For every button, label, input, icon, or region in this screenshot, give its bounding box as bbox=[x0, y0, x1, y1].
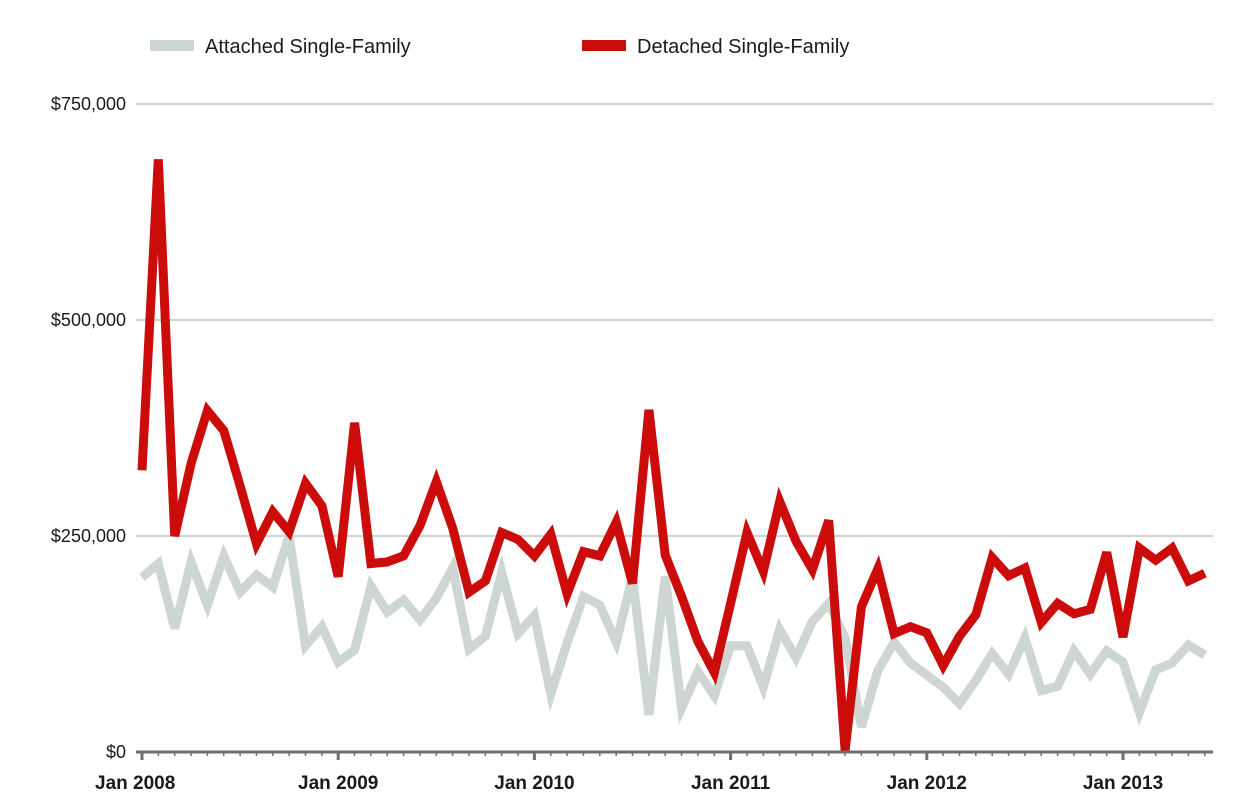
x-tick-label: Jan 2011 bbox=[691, 773, 771, 794]
x-tick-label: Jan 2012 bbox=[887, 773, 967, 794]
legend-label-attached: Attached Single-Family bbox=[205, 36, 411, 58]
legend-label-detached: Detached Single-Family bbox=[637, 36, 849, 58]
y-tick-label: $750,000 bbox=[51, 94, 126, 114]
x-tick-label: Jan 2009 bbox=[298, 773, 378, 794]
y-tick-label: $500,000 bbox=[51, 310, 126, 330]
y-tick-label: $250,000 bbox=[51, 526, 126, 546]
y-axis-ticks: $0 $250,000 $500,000 $750,000 bbox=[51, 94, 126, 762]
legend-swatch-detached bbox=[582, 40, 626, 51]
series-line-attached bbox=[139, 534, 1208, 729]
y-tick-label: $0 bbox=[106, 742, 126, 762]
legend-item-attached: Attached Single-Family bbox=[150, 36, 411, 58]
x-tick-label: Jan 2013 bbox=[1083, 773, 1163, 794]
x-tick-label: Jan 2008 bbox=[95, 773, 175, 794]
gridlines bbox=[136, 103, 1213, 537]
legend-swatch-attached bbox=[150, 40, 194, 51]
series bbox=[137, 159, 1208, 751]
series-line-detached bbox=[137, 159, 1207, 751]
legend: Attached Single-Family Detached Single-F… bbox=[150, 36, 849, 58]
legend-item-detached: Detached Single-Family bbox=[582, 36, 849, 58]
x-axis: Jan 2008 Jan 2009 Jan 2010 Jan 2011 Jan 2012… bbox=[95, 750, 1213, 794]
x-tick-label: Jan 2010 bbox=[494, 773, 574, 794]
